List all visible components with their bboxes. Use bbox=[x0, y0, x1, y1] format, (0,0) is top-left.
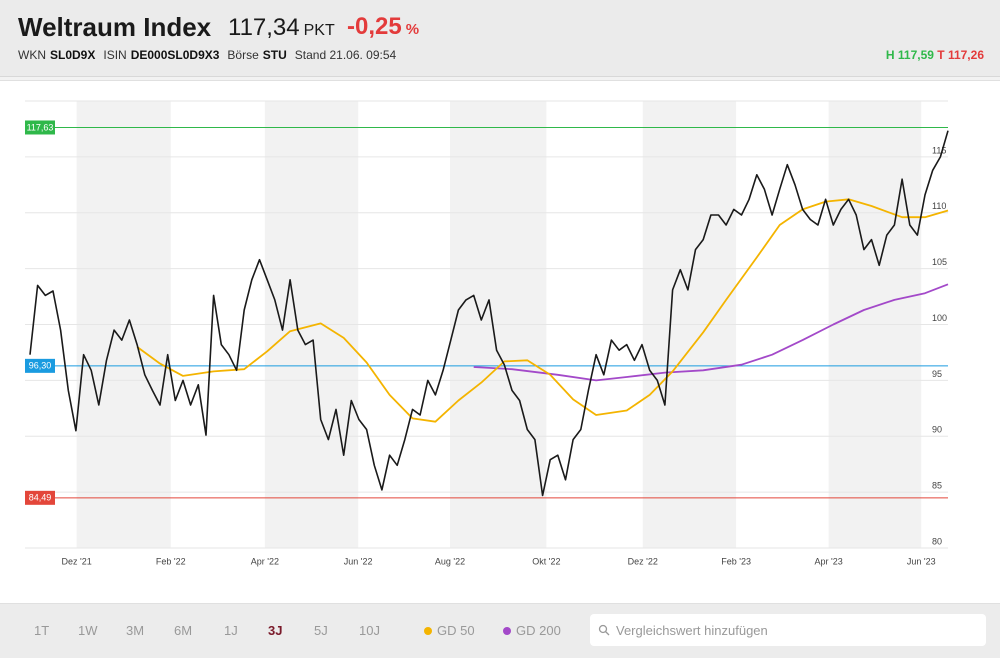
y-tick-label: 115 bbox=[932, 145, 946, 155]
meta: WKN SL0D9X ISIN DE000SL0D9X3 Börse STU Stand 2… bbox=[18, 48, 396, 62]
price-unit: PKT bbox=[303, 22, 335, 39]
controls-bar: Vergleichswert hinzufügen 1T 1W 3M 6M 1J 3J 5J… bbox=[0, 604, 1000, 658]
x-tick-label: Apr '22 bbox=[251, 556, 279, 566]
legend-label: GD 200 bbox=[516, 623, 561, 638]
legend-dot bbox=[503, 627, 511, 635]
y-tick-label: 85 bbox=[932, 481, 942, 491]
price-line bbox=[29, 130, 949, 497]
reference-label: 117,63 bbox=[27, 122, 54, 132]
high: H 117,59 bbox=[885, 48, 934, 62]
meta-value: STU bbox=[262, 48, 287, 62]
x-tick-label: Jun '22 bbox=[344, 556, 373, 566]
x-tick-label: Feb '22 bbox=[156, 556, 186, 566]
y-tick-label: 80 bbox=[932, 536, 942, 546]
x-tick-label: Dez '22 bbox=[628, 556, 658, 566]
header: Weltraum Index 117,34 PKT -0,25% WKN SL0D9… bbox=[0, 0, 1000, 77]
reference-label-box bbox=[25, 490, 55, 505]
range-button[interactable]: 3M bbox=[126, 623, 145, 638]
change-value: -0,25 bbox=[347, 13, 402, 40]
legend-label: GD 50 bbox=[437, 623, 475, 638]
y-tick-label: 105 bbox=[932, 257, 947, 267]
meta-value: SL0D9X bbox=[50, 48, 96, 62]
reference-label: 96,30 bbox=[29, 361, 52, 371]
search-placeholder: Vergleichswert hinzufügen bbox=[616, 623, 768, 638]
x-tick-label: Feb '23 bbox=[721, 556, 751, 566]
x-tick-label: Jun '23 bbox=[907, 556, 936, 566]
meta-value: DE000SL0D9X3 bbox=[130, 48, 220, 62]
legend-dot bbox=[424, 627, 432, 635]
meta-label: ISIN bbox=[103, 48, 127, 62]
search-icon bbox=[598, 624, 610, 636]
low: T 117,26 bbox=[937, 48, 984, 62]
meta-label: Börse bbox=[227, 48, 259, 62]
moving-average-line bbox=[473, 283, 949, 382]
y-tick-label: 100 bbox=[932, 313, 947, 323]
reference-label-box bbox=[25, 120, 55, 135]
range-button[interactable]: 1T bbox=[34, 623, 50, 638]
meta-label: WKN bbox=[18, 48, 46, 62]
price: 117,34 PKT bbox=[228, 14, 335, 42]
index-title: Weltraum Index bbox=[18, 12, 212, 42]
range-button[interactable]: 1W bbox=[78, 623, 98, 638]
x-tick-label: Okt '22 bbox=[532, 556, 560, 566]
y-tick-label: 90 bbox=[932, 425, 942, 435]
price-value: 117,34 bbox=[228, 14, 300, 41]
range-button[interactable]: 10J bbox=[359, 623, 380, 638]
range-button[interactable]: 3J bbox=[268, 623, 283, 638]
chart: 80 85 90 95 100 105 110 115 Dez '21 Feb '22 Apr '2… bbox=[25, 100, 949, 566]
legend-entry[interactable]: GD 50 bbox=[424, 623, 475, 638]
range-button[interactable]: 1J bbox=[224, 623, 238, 638]
reference-label: 84,49 bbox=[29, 493, 52, 503]
x-tick-label: Aug '22 bbox=[435, 556, 465, 566]
reference-label-box bbox=[25, 358, 55, 373]
x-tick-label: Dez '21 bbox=[62, 556, 92, 566]
x-tick-label: Apr '23 bbox=[815, 556, 843, 566]
change: -0,25% bbox=[347, 13, 419, 41]
range-button[interactable]: 6M bbox=[174, 623, 193, 638]
y-tick-label: 95 bbox=[932, 369, 942, 379]
search-box[interactable]: Vergleichswert hinzufügen bbox=[590, 614, 986, 646]
change-unit: % bbox=[405, 21, 420, 38]
range-button[interactable]: 5J bbox=[314, 623, 328, 638]
y-tick-label: 110 bbox=[932, 201, 946, 211]
high-low: H 117,59 T 117,26 bbox=[886, 48, 984, 62]
stand: Stand 21.06. 09:54 bbox=[294, 48, 397, 62]
moving-average-line bbox=[136, 198, 949, 423]
legend-entry[interactable]: GD 200 bbox=[503, 623, 561, 638]
